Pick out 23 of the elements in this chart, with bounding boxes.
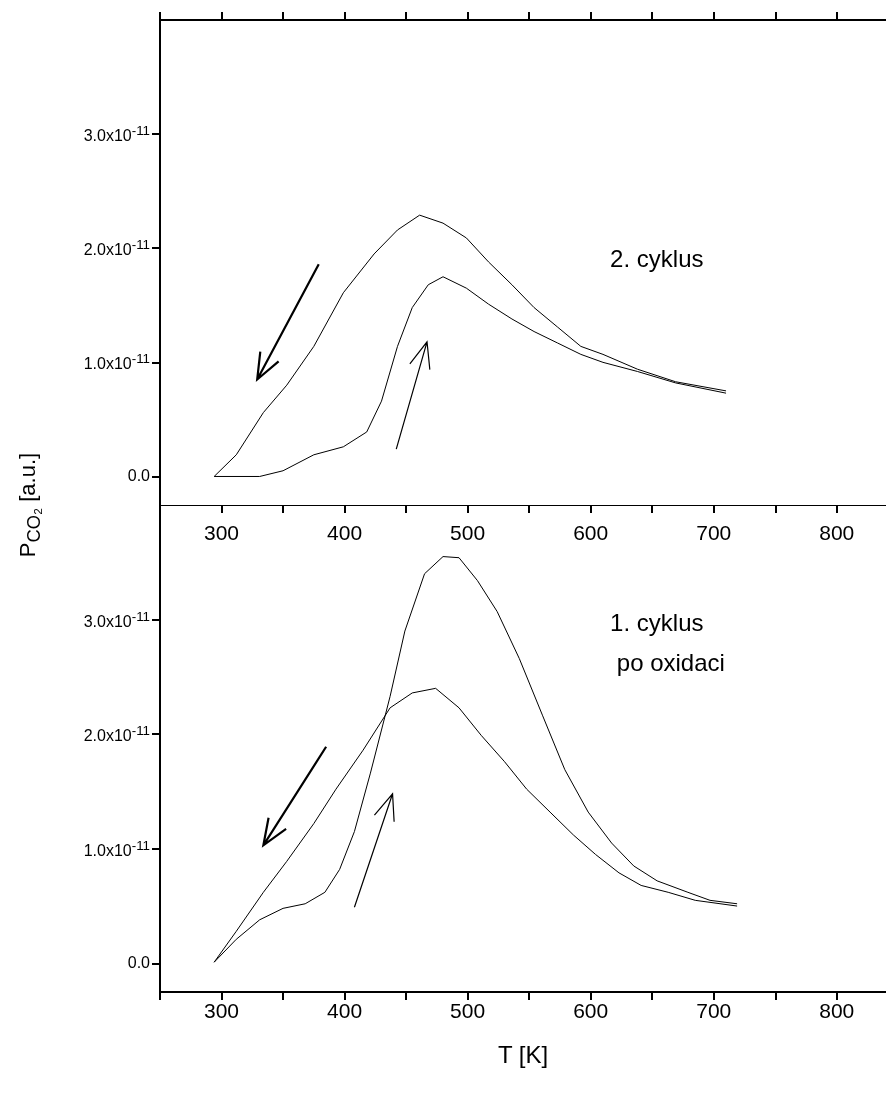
x-tick-label: 400: [327, 521, 363, 544]
x-tick-label: 800: [819, 521, 855, 544]
y-tick-label: 1.0x10$^{-11}$: [83, 351, 150, 373]
x2-tick-label: 400: [327, 999, 363, 1022]
y-tick-label: 3.0x10$^{-11}$: [83, 608, 150, 630]
y-tick-label: 2.0x10$^{-11}$: [83, 723, 150, 745]
y-tick-label: 0.0: [127, 467, 150, 485]
y-tick-label: 2.0x10$^{-11}$: [83, 237, 150, 259]
x-axis-title: T [K]: [497, 1040, 549, 1068]
annotation: 2. cyklus: [610, 244, 704, 272]
x-tick-label: 500: [450, 521, 486, 544]
x2-tick-label: 700: [696, 999, 732, 1022]
x-tick-label: 300: [204, 521, 240, 544]
y-tick-label: 1.0x10$^{-11}$: [83, 837, 150, 859]
y-tick-label: 0.0: [127, 954, 150, 972]
x2-tick-label: 300: [204, 999, 240, 1022]
x-tick-label: 600: [573, 521, 609, 544]
annotation: 1. cyklus po oxidaci: [610, 608, 725, 676]
x2-tick-label: 600: [573, 999, 609, 1022]
y-tick-label: 3.0x10$^{-11}$: [83, 122, 150, 145]
x-tick-label: 700: [696, 521, 732, 544]
x2-tick-label: 500: [450, 999, 486, 1022]
x2-tick-label: 800: [819, 999, 855, 1022]
